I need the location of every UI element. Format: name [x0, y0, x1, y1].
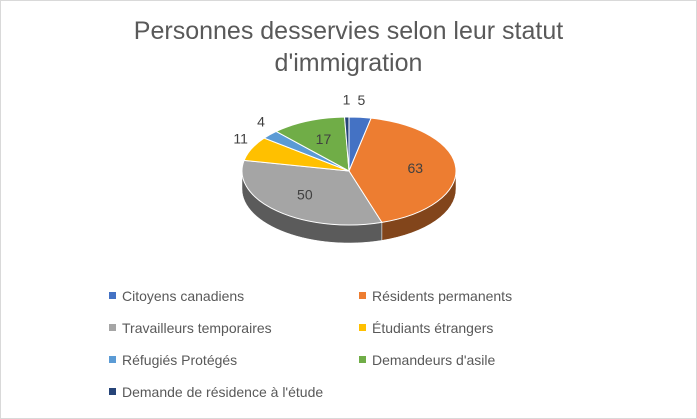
pie-slice-residents-permanents — [348, 117, 457, 223]
legend-label: Demandeurs d'asile — [372, 351, 496, 368]
legend-label: Résidents permanents — [372, 287, 513, 304]
legend-item-demandeurs-asile: Demandeurs d'asile — [359, 349, 609, 370]
legend-swatch — [359, 292, 366, 299]
data-label-travailleurs-temporaires: 50 — [297, 187, 313, 203]
legend-swatch — [359, 324, 366, 331]
data-label-residents-permanents: 63 — [407, 160, 423, 176]
legend-swatch — [359, 356, 366, 363]
legend-item-etudiants-etrangers: Étudiants étrangers — [359, 317, 609, 338]
legend-swatch — [109, 388, 116, 395]
pie-slice-demande-de-residence-a-l-etude — [344, 116, 350, 172]
legend-label: Étudiants étrangers — [372, 319, 494, 336]
legend-item-demande-residence: Demande de résidence à l'étude — [109, 381, 359, 402]
chart-title-line-1: Personnes desservies selon leur statut — [133, 17, 564, 45]
pie-slice-travailleurs-temporaires — [241, 159, 383, 226]
legend-swatch — [109, 356, 116, 363]
legend-swatch — [109, 324, 116, 331]
legend-item-citoyens-canadiens: Citoyens canadiens — [109, 285, 359, 306]
chart-title-line-2: d'immigration — [274, 49, 423, 77]
data-label-demandeurs-d-asile: 17 — [316, 131, 332, 147]
legend-label: Travailleurs temporaires — [122, 319, 272, 336]
legend-label: Réfugiés Protégés — [122, 351, 238, 368]
legend-swatch — [109, 292, 116, 299]
data-label-etudiants-etrangers: 11 — [233, 130, 248, 146]
legend-item-refugies-proteges: Réfugiés Protégés — [109, 349, 359, 370]
data-label-refugies-proteges: 4 — [257, 113, 265, 129]
data-label-demande-de-residence-a-l-etude: 1 — [343, 92, 351, 108]
legend-label: Demande de résidence à l'étude — [122, 383, 324, 400]
chart-title: Personnes desservies selon leur statut d… — [1, 15, 696, 79]
data-label-citoyens-canadiens: 5 — [357, 92, 365, 108]
pie-slice-demandeurs-d-asile — [275, 116, 350, 172]
pie-top — [241, 116, 457, 226]
pie-labels: 5 63 50 11 4 17 1 — [233, 92, 423, 203]
legend-label: Citoyens canadiens — [122, 287, 245, 304]
legend-item-residents-permanents: Résidents permanents — [359, 285, 609, 306]
legend-item-travailleurs-temporaires: Travailleurs temporaires — [109, 317, 359, 338]
legend: Citoyens canadiens Résidents permanents … — [109, 285, 609, 402]
